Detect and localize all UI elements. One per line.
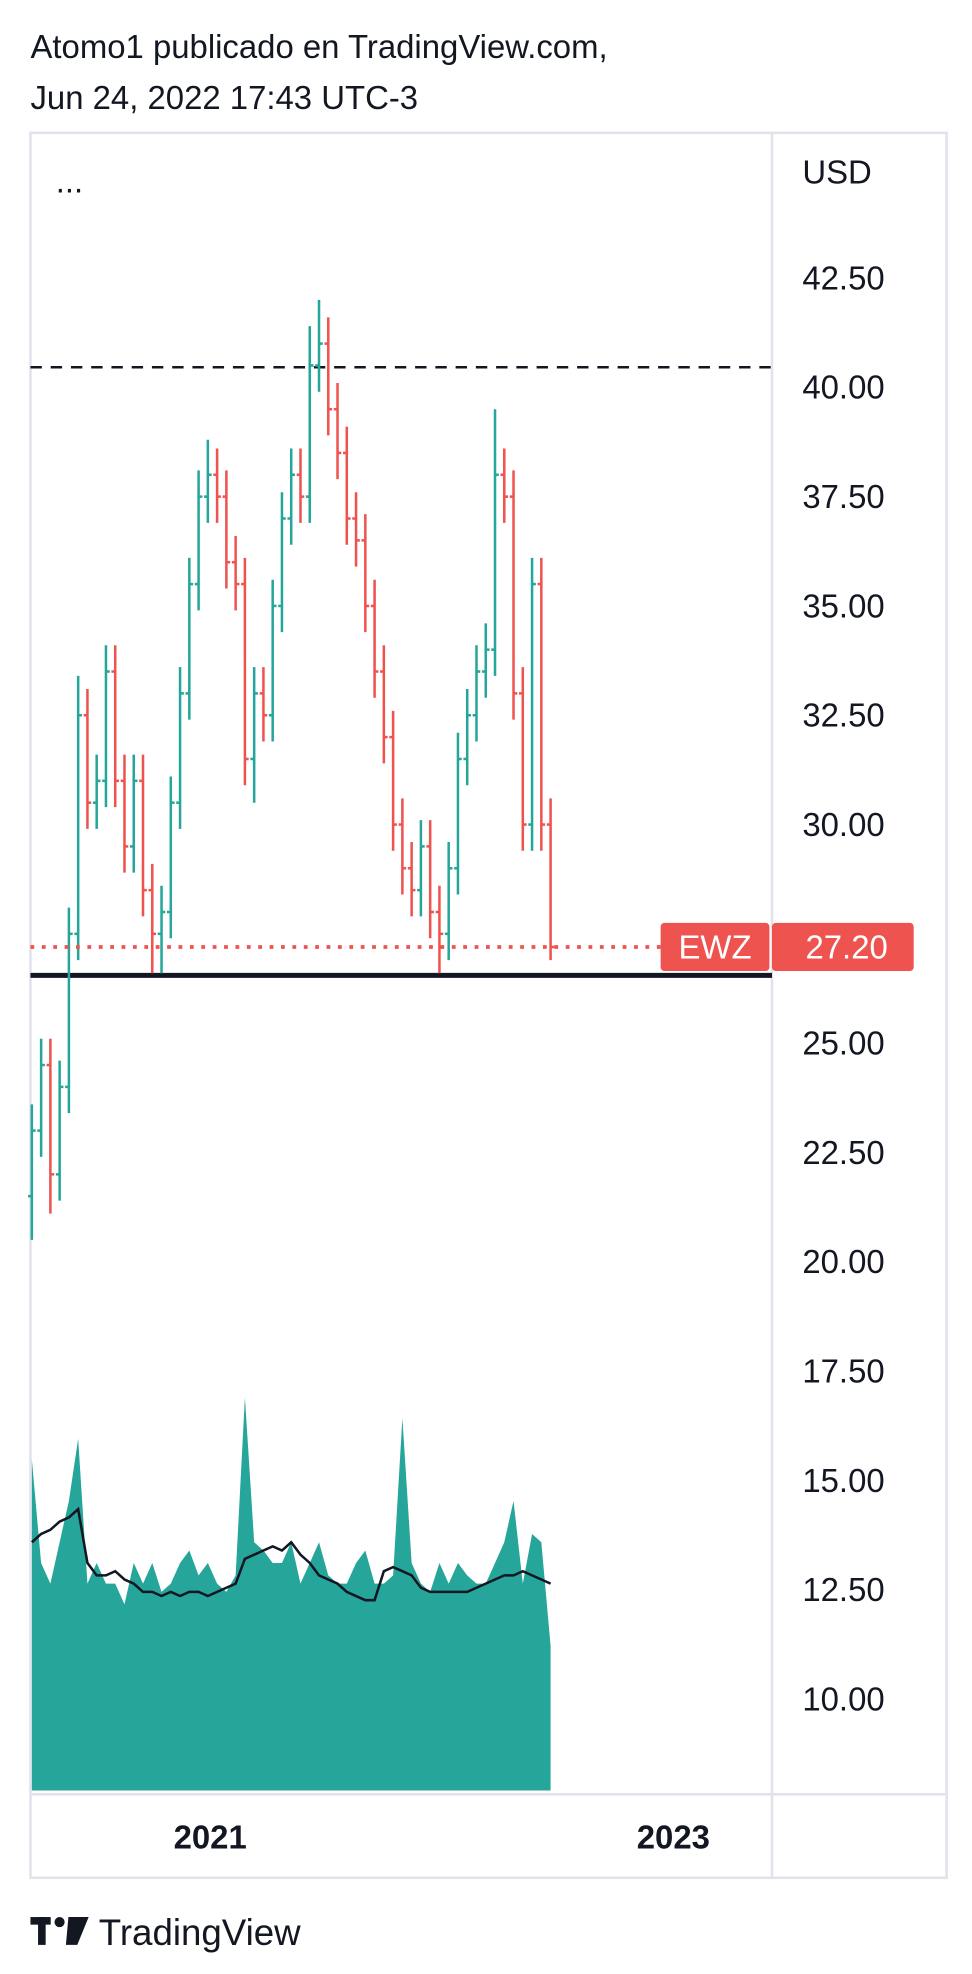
x-tick-label: 2023 xyxy=(637,1819,710,1856)
header-line: Atomo1 publicado en TradingView.com, xyxy=(30,28,607,65)
price-tag-text: 27.20 xyxy=(805,928,887,965)
brand-logo xyxy=(30,1917,89,1945)
y-tick-label: 22.50 xyxy=(802,1134,884,1171)
y-tick-label: 42.50 xyxy=(802,259,884,296)
symbol-tag-text: EWZ xyxy=(678,928,751,965)
brand-name: TradingView xyxy=(99,1912,301,1953)
y-tick-label: 17.50 xyxy=(802,1352,884,1389)
volume-area xyxy=(31,1397,551,1791)
header-line: Jun 24, 2022 17:43 UTC-3 xyxy=(30,79,418,116)
x-tick-label: 2021 xyxy=(174,1819,247,1856)
y-tick-label: 37.50 xyxy=(802,478,884,515)
y-tick-label: 12.50 xyxy=(802,1571,884,1608)
y-tick-label: 10.00 xyxy=(802,1680,884,1717)
y-tick-label: 35.00 xyxy=(802,587,884,624)
y-tick-label: 30.00 xyxy=(802,806,884,843)
y-axis-label: USD xyxy=(802,153,871,190)
price-tag xyxy=(771,922,914,972)
y-tick-label: 40.00 xyxy=(802,369,884,406)
chart-frame xyxy=(29,131,948,1880)
volume-ma-line xyxy=(31,1506,552,1602)
y-tick-label: 15.00 xyxy=(802,1462,884,1499)
y-tick-label: 25.00 xyxy=(802,1025,884,1062)
symbol-tag xyxy=(660,922,770,972)
y-tick-label: 20.00 xyxy=(802,1243,884,1280)
menu[interactable]: ... xyxy=(56,162,83,199)
y-tick-label: 32.50 xyxy=(802,697,884,734)
